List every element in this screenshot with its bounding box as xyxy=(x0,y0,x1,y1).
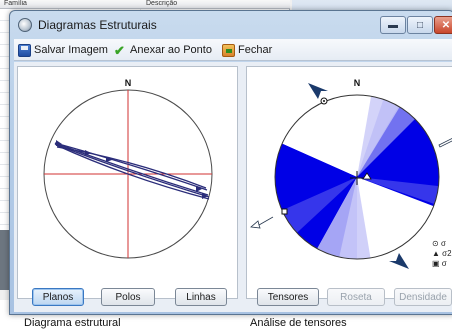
stress-tensor-stereonet[interactable]: N xyxy=(247,67,452,287)
great-circle-plane xyxy=(54,142,208,191)
polos-button[interactable]: Polos xyxy=(101,288,155,306)
column-header-descricao[interactable]: Descrição xyxy=(146,0,178,7)
primitive-circle xyxy=(274,94,440,260)
roseta-button[interactable]: Roseta xyxy=(327,288,385,306)
compression-quadrant xyxy=(275,127,357,259)
close-label: Fechar xyxy=(238,44,273,56)
lineation-marker xyxy=(56,140,62,146)
legend-sigma1: ⊙ σ xyxy=(432,239,446,248)
toolbar: Salvar Imagem ✔ Anexar ao Ponto Fechar xyxy=(14,39,452,61)
sigma3-marker xyxy=(281,208,288,215)
legend-sigma2: ▲ σ2 xyxy=(432,249,452,258)
save-image-button[interactable]: Salvar Imagem xyxy=(18,42,108,58)
save-image-label: Salvar Imagem xyxy=(34,44,108,56)
column-header-familia[interactable]: Família xyxy=(4,0,27,7)
tensor-uncertainty-band xyxy=(337,177,372,259)
structural-stereonet[interactable]: N xyxy=(18,67,239,287)
minimize-button[interactable]: ▬ xyxy=(380,16,406,34)
sigma1-marker-dot xyxy=(323,100,325,102)
compression-arrow-icon xyxy=(308,83,328,99)
north-label: N xyxy=(354,78,361,88)
maximize-button[interactable]: □ xyxy=(407,16,433,34)
north-label: N xyxy=(125,78,132,88)
maximize-icon: □ xyxy=(416,19,424,31)
sigma2-marker xyxy=(362,172,372,180)
title-bar[interactable]: Diagramas Estruturais ▬ □ ✕ xyxy=(10,11,452,39)
extension-arrow-icon xyxy=(438,138,452,148)
great-circle-plane xyxy=(54,143,210,198)
tensor-uncertainty-band xyxy=(357,177,439,207)
diagramas-estruturais-window: Diagramas Estruturais ▬ □ ✕ Salvar Image… xyxy=(9,10,452,315)
background-table-header: Família Descrição xyxy=(0,0,290,9)
lineation-marker xyxy=(85,150,91,156)
compression-arrow-icon xyxy=(389,253,409,269)
close-window-button[interactable]: ✕ xyxy=(434,16,452,34)
floppy-disk-icon xyxy=(18,43,31,57)
close-icon: ✕ xyxy=(441,19,451,31)
tensores-button[interactable]: Tensores xyxy=(257,288,319,306)
lineation-marker xyxy=(196,186,202,192)
stereonet-icon xyxy=(18,18,32,32)
extension-arrow-icon xyxy=(250,216,274,229)
attach-to-point-button[interactable]: ✔ Anexar ao Ponto xyxy=(114,42,212,58)
close-button[interactable]: Fechar xyxy=(222,42,272,58)
diagram-area: N xyxy=(14,62,452,312)
stress-legend: ⊙ σ ▲ σ2 ▣ σ xyxy=(432,239,452,269)
stress-analysis-panel: N xyxy=(246,66,452,299)
structural-diagram-panel: N xyxy=(17,66,238,299)
linhas-button[interactable]: Linhas xyxy=(175,288,227,306)
legend-sigma3: ▣ σ xyxy=(432,259,447,268)
attach-to-point-label: Anexar ao Ponto xyxy=(130,44,212,56)
caption-stress-analysis: Análise de tensores xyxy=(250,317,347,329)
minimize-icon: ▬ xyxy=(388,19,398,31)
tensor-uncertainty-band xyxy=(357,95,407,177)
exit-door-icon xyxy=(222,43,235,57)
green-check-icon: ✔ xyxy=(114,42,125,58)
lineation-marker xyxy=(106,157,112,162)
lineation-marker xyxy=(202,193,208,199)
great-circle-plane xyxy=(56,146,207,189)
densidade-button[interactable]: Densidade xyxy=(394,288,452,306)
caption-structural-diagram: Diagrama estrutural xyxy=(24,317,121,329)
planos-button[interactable]: Planos xyxy=(32,288,84,306)
window-title: Diagramas Estruturais xyxy=(38,18,157,32)
great-circle-plane xyxy=(55,144,210,200)
